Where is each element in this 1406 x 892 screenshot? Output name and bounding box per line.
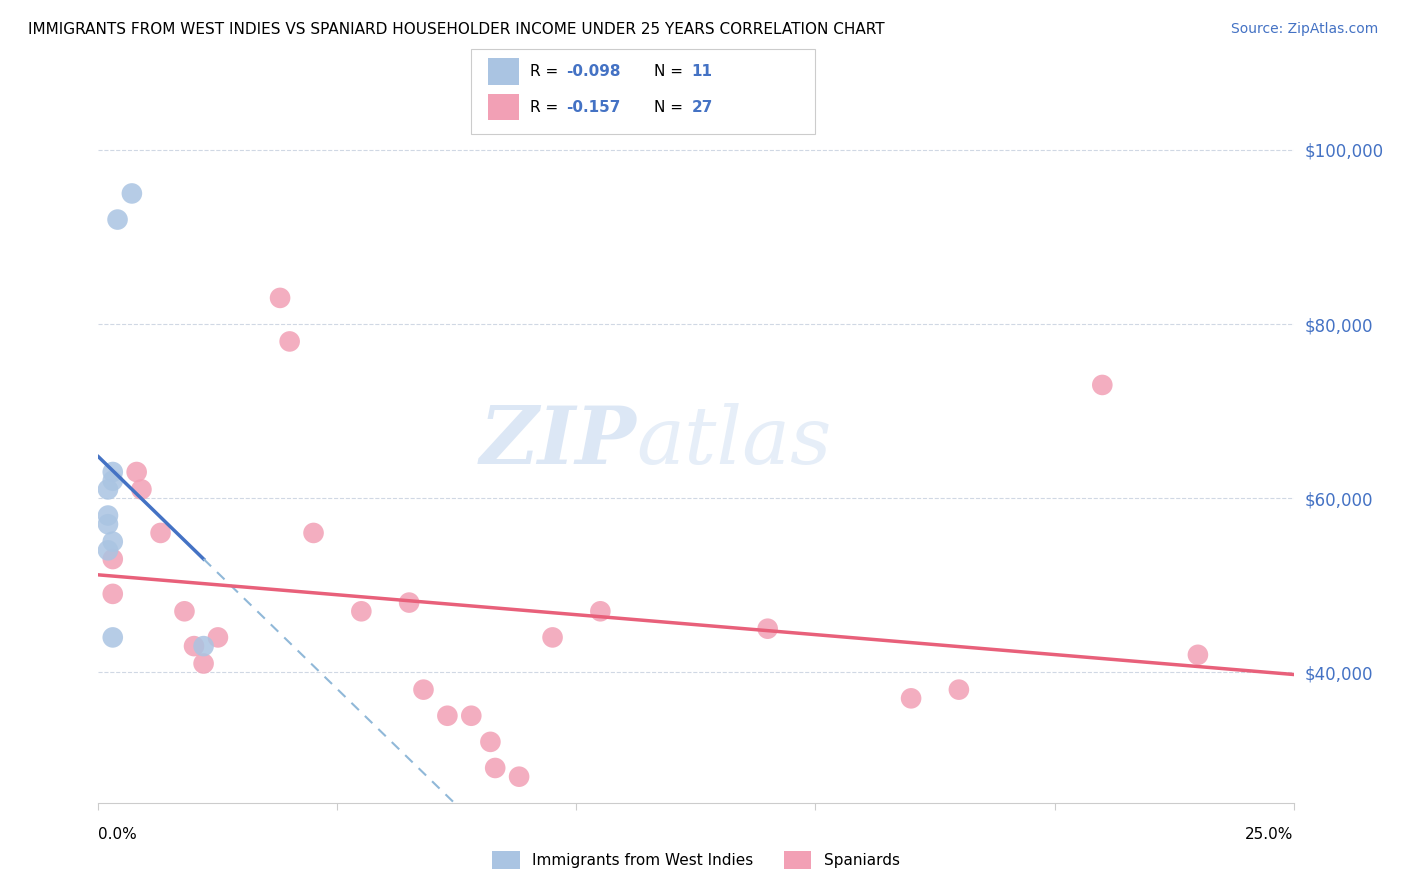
- Point: [541, 631, 564, 645]
- Point: [97, 508, 120, 523]
- Point: [1091, 378, 1114, 392]
- Point: [101, 474, 124, 488]
- Point: [101, 587, 124, 601]
- Point: [125, 465, 148, 479]
- Text: N =: N =: [654, 100, 693, 114]
- Text: 27: 27: [692, 100, 713, 114]
- Point: [107, 212, 129, 227]
- Point: [183, 639, 205, 653]
- Point: [193, 639, 215, 653]
- Point: [1187, 648, 1209, 662]
- Text: 0.0%: 0.0%: [98, 827, 138, 842]
- Text: Source: ZipAtlas.com: Source: ZipAtlas.com: [1230, 22, 1378, 37]
- Point: [398, 596, 420, 610]
- Point: [508, 770, 530, 784]
- Text: IMMIGRANTS FROM WEST INDIES VS SPANIARD HOUSEHOLDER INCOME UNDER 25 YEARS CORREL: IMMIGRANTS FROM WEST INDIES VS SPANIARD …: [28, 22, 884, 37]
- Point: [149, 525, 172, 540]
- Point: [589, 604, 612, 618]
- Point: [97, 543, 120, 558]
- Text: ZIP: ZIP: [479, 403, 637, 480]
- Point: [900, 691, 922, 706]
- Text: -0.098: -0.098: [567, 64, 621, 78]
- Point: [97, 517, 120, 532]
- Text: 25.0%: 25.0%: [1246, 827, 1294, 842]
- Point: [121, 186, 143, 201]
- Point: [101, 631, 124, 645]
- Point: [101, 534, 124, 549]
- Point: [412, 682, 434, 697]
- Text: atlas: atlas: [637, 403, 831, 480]
- Point: [278, 334, 301, 349]
- Point: [97, 483, 120, 497]
- Y-axis label: Householder Income Under 25 years: Householder Income Under 25 years: [0, 301, 7, 582]
- Point: [460, 708, 482, 723]
- Text: R =: R =: [530, 100, 568, 114]
- Text: 11: 11: [692, 64, 713, 78]
- Point: [302, 525, 325, 540]
- Point: [131, 483, 153, 497]
- Point: [173, 604, 195, 618]
- Point: [948, 682, 970, 697]
- Point: [101, 465, 124, 479]
- Legend: Immigrants from West Indies, Spaniards: Immigrants from West Indies, Spaniards: [486, 845, 905, 875]
- Point: [484, 761, 506, 775]
- Point: [350, 604, 373, 618]
- Text: -0.157: -0.157: [567, 100, 621, 114]
- Point: [269, 291, 291, 305]
- Point: [756, 622, 779, 636]
- Point: [207, 631, 229, 645]
- Text: N =: N =: [654, 64, 693, 78]
- Point: [479, 735, 502, 749]
- Point: [436, 708, 458, 723]
- Point: [193, 657, 215, 671]
- Point: [101, 552, 124, 566]
- Text: R =: R =: [530, 64, 568, 78]
